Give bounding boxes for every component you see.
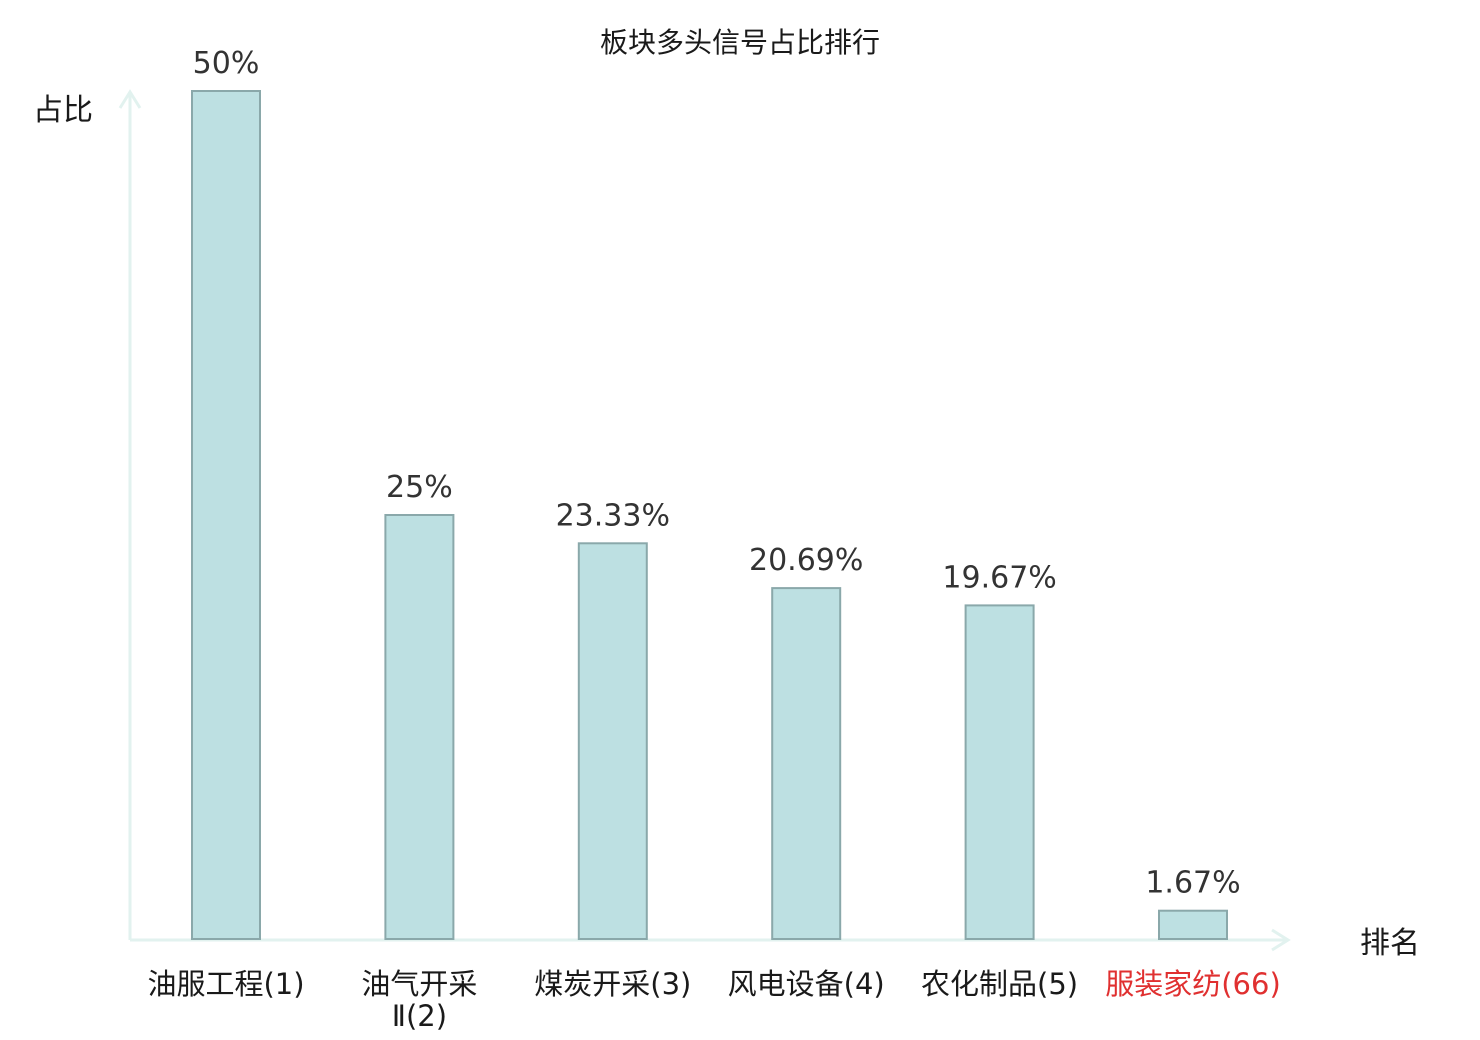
value-label-3: 23.33% (556, 498, 670, 533)
y-axis-label: 占比 (33, 93, 93, 128)
chart-title: 板块多头信号占比排行 (600, 26, 880, 59)
category-label-2-line-1: 油气开采 (361, 967, 477, 1001)
value-label-5: 19.67% (942, 560, 1056, 595)
bar-3 (577, 542, 648, 940)
bar-5 (964, 604, 1035, 941)
value-labels-group: 50% 25% 23.33% 20.69% 19.67% 1.67% (193, 46, 1241, 901)
y-axis-arrow (118, 89, 142, 109)
category-label-5: 农化制品(5) (921, 967, 1078, 1001)
value-label-2: 25% (386, 470, 453, 505)
bar-2 (384, 514, 455, 940)
value-label-4: 20.69% (749, 543, 863, 578)
y-axis (118, 89, 142, 940)
category-label-6: 服装家纺(66) (1105, 967, 1281, 1001)
category-label-4: 风电设备(4) (728, 967, 885, 1001)
value-label-1: 50% (193, 46, 260, 81)
bars-group (191, 90, 1228, 941)
x-axis-arrow (1271, 928, 1291, 952)
category-label-1: 油服工程(1) (147, 967, 304, 1001)
bar-4 (771, 587, 842, 940)
bar-6 (1158, 909, 1228, 941)
x-axis (130, 928, 1291, 952)
category-label-2-line-2: Ⅱ(2) (392, 999, 447, 1033)
value-label-6: 1.67% (1145, 866, 1240, 901)
category-label-3: 煤炭开采(3) (534, 967, 691, 1001)
x-axis-label: 排名 (1360, 926, 1420, 961)
bar-1 (191, 90, 261, 940)
